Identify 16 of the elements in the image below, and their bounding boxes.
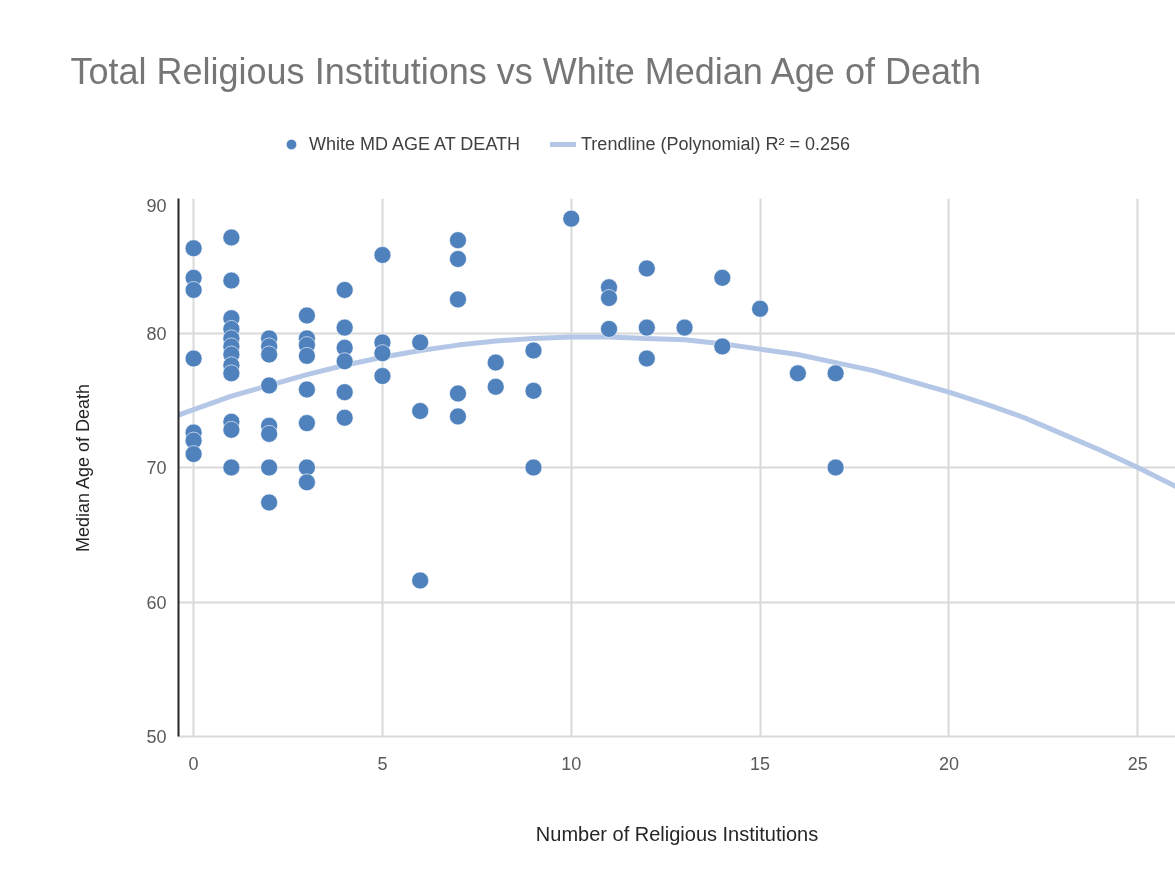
chart-title: Total Religious Institutions vs White Median Age of Death <box>70 50 981 92</box>
legend-label: Trendline (Polynomial) R² = 0.256 <box>581 133 851 155</box>
y-tick-label: 70 <box>146 458 167 478</box>
x-tick-label: 25 <box>1127 753 1148 774</box>
y-tick-label: 50 <box>146 727 167 747</box>
x-tick-label: 20 <box>938 753 959 774</box>
y-tick-label: 90 <box>146 195 167 216</box>
x-tick-label: 15 <box>750 753 771 774</box>
y-axis-title: Median Age of Death <box>73 383 94 553</box>
y-tick-label: 60 <box>146 592 167 613</box>
x-tick-label: 5 <box>377 753 388 774</box>
x-tick-label: 10 <box>561 753 582 774</box>
x-tick-label: 0 <box>188 753 199 774</box>
legend-label: White MD AGE AT DEATH <box>309 133 521 155</box>
x-axis-title: Number of Religious Institutions <box>535 822 819 845</box>
y-tick-label: 80 <box>146 323 167 344</box>
